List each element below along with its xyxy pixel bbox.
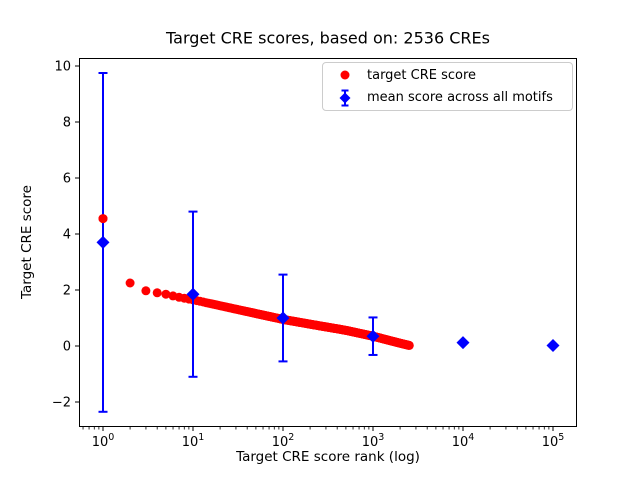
red-scatter-point <box>404 340 414 350</box>
blue-diamond-errorbar-icon <box>329 88 363 108</box>
red-scatter-point <box>125 278 135 288</box>
y-tick-label: 4 <box>63 228 71 243</box>
plot-border <box>79 58 577 427</box>
red-scatter-point <box>141 286 151 296</box>
y-tick-label: 8 <box>63 116 71 131</box>
legend-label: target CRE score <box>367 67 477 83</box>
mean-diamond-point <box>546 338 560 352</box>
mean-diamond-point <box>186 287 200 301</box>
red-scatter-point <box>98 214 108 224</box>
red-scatter-point <box>152 288 162 298</box>
y-tick-label: −2 <box>52 396 71 411</box>
red-scatter-point <box>161 289 171 299</box>
blue-series <box>96 72 560 413</box>
y-tick-label: 2 <box>63 284 71 299</box>
x-axis-label: Target CRE score rank (log) <box>236 449 420 465</box>
x-tick-label: 100 <box>92 432 115 450</box>
legend-label: mean score across all motifs <box>367 90 553 106</box>
legend: target CRE score mean score across all m… <box>322 62 573 111</box>
mean-diamond-point <box>276 311 290 325</box>
y-axis-label: Target CRE score <box>19 185 35 299</box>
mean-diamond-point <box>96 235 110 249</box>
y-tick-label: 6 <box>63 172 71 187</box>
red-series <box>98 214 414 350</box>
legend-entry-target-cre-score: target CRE score <box>329 65 572 85</box>
x-tick-label: 101 <box>182 432 205 450</box>
legend-entry-mean-score: mean score across all motifs <box>329 88 572 108</box>
mean-diamond-point <box>366 329 380 343</box>
y-axis-ticks: −2 0 2 4 6 8 10 <box>52 60 79 411</box>
y-tick-label: 10 <box>54 60 71 75</box>
x-tick-label: 105 <box>542 432 565 450</box>
red-dot-icon <box>329 65 363 85</box>
mean-diamond-point <box>456 336 470 350</box>
x-tick-label: 102 <box>272 432 295 450</box>
chart-title: Target CRE scores, based on: 2536 CREs <box>166 28 490 48</box>
x-axis-ticks: 100 101 102 103 104 105 <box>82 427 565 450</box>
y-tick-label: 0 <box>63 340 71 355</box>
x-tick-label: 103 <box>362 432 385 450</box>
x-tick-label: 104 <box>452 432 475 450</box>
